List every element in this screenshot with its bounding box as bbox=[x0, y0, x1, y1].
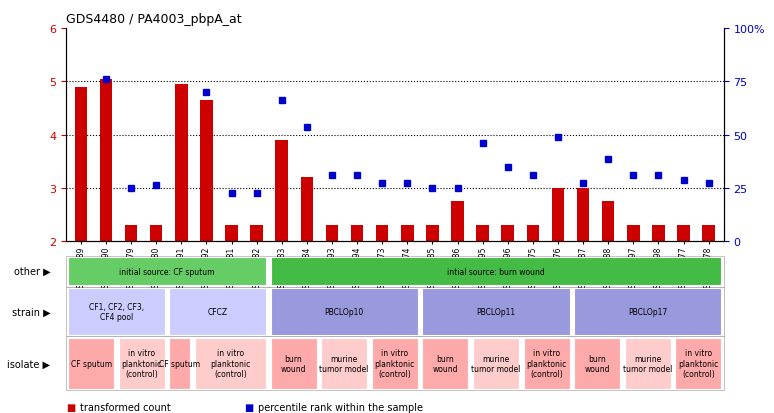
Text: murine
tumor model: murine tumor model bbox=[471, 354, 521, 373]
Bar bbox=[125, 225, 137, 242]
Bar bbox=[225, 225, 238, 242]
Text: in vitro
planktonic
(control): in vitro planktonic (control) bbox=[122, 349, 162, 378]
Bar bbox=[326, 225, 338, 242]
Bar bbox=[677, 225, 690, 242]
Bar bbox=[276, 140, 288, 242]
Text: CF1, CF2, CF3,
CF4 pool: CF1, CF2, CF3, CF4 pool bbox=[89, 302, 144, 321]
Bar bbox=[702, 225, 715, 242]
Bar bbox=[74, 88, 87, 242]
Text: strain ▶: strain ▶ bbox=[12, 307, 50, 317]
Bar bbox=[602, 202, 615, 242]
Bar bbox=[627, 225, 639, 242]
Bar bbox=[526, 225, 539, 242]
Text: isolate ▶: isolate ▶ bbox=[7, 358, 50, 368]
Bar bbox=[376, 225, 389, 242]
Bar bbox=[577, 188, 589, 242]
Text: intial source: burn wound: intial source: burn wound bbox=[447, 267, 545, 276]
Text: burn
wound: burn wound bbox=[281, 354, 307, 373]
Text: murine
tumor model: murine tumor model bbox=[320, 354, 369, 373]
Text: CF sputum: CF sputum bbox=[159, 359, 200, 368]
Text: percentile rank within the sample: percentile rank within the sample bbox=[258, 402, 423, 412]
Text: PBCLOp17: PBCLOp17 bbox=[628, 307, 667, 316]
Bar bbox=[476, 225, 489, 242]
Text: burn
wound: burn wound bbox=[433, 354, 458, 373]
Text: in vitro
planktonic
(control): in vitro planktonic (control) bbox=[375, 349, 415, 378]
Text: in vitro
planktonic
(control): in vitro planktonic (control) bbox=[678, 349, 718, 378]
Bar bbox=[652, 225, 665, 242]
Bar bbox=[250, 225, 263, 242]
Text: CFCZ: CFCZ bbox=[207, 307, 228, 316]
Text: in vitro
planktonic
(control): in vitro planktonic (control) bbox=[526, 349, 567, 378]
Text: transformed count: transformed count bbox=[80, 402, 170, 412]
Text: initial source: CF sputum: initial source: CF sputum bbox=[119, 267, 214, 276]
Bar bbox=[451, 202, 464, 242]
Text: PBCLOp10: PBCLOp10 bbox=[324, 307, 364, 316]
Bar bbox=[200, 101, 213, 242]
Bar bbox=[175, 85, 187, 242]
Text: burn
wound: burn wound bbox=[584, 354, 610, 373]
Text: CF sputum: CF sputum bbox=[70, 359, 111, 368]
Bar bbox=[401, 225, 413, 242]
Bar bbox=[426, 225, 439, 242]
Text: ■: ■ bbox=[244, 402, 253, 412]
Bar bbox=[502, 225, 514, 242]
Bar bbox=[300, 178, 313, 242]
Text: ■: ■ bbox=[66, 402, 75, 412]
Bar bbox=[100, 79, 112, 242]
Text: murine
tumor model: murine tumor model bbox=[623, 354, 673, 373]
Bar bbox=[150, 225, 163, 242]
Text: in vitro
planktonic
(control): in vitro planktonic (control) bbox=[210, 349, 251, 378]
Bar bbox=[552, 188, 564, 242]
Text: other ▶: other ▶ bbox=[14, 266, 50, 277]
Bar bbox=[351, 225, 363, 242]
Text: GDS4480 / PA4003_pbpA_at: GDS4480 / PA4003_pbpA_at bbox=[66, 13, 241, 26]
Text: PBCLOp11: PBCLOp11 bbox=[476, 307, 515, 316]
